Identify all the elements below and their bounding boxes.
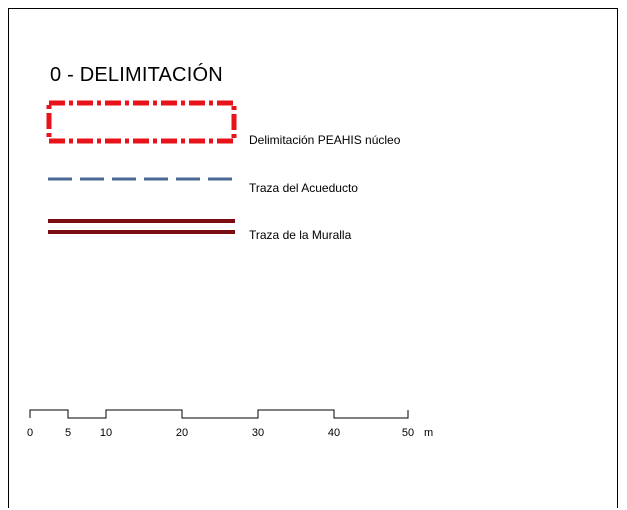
scale-tick-label: 40 [328,427,340,439]
scale-bar-line [29,409,409,419]
map-frame [8,8,618,508]
scale-tick-label: 50 [402,427,414,439]
legend-title: 0 - DELIMITACIÓN [50,64,223,86]
scale-tick-label: 30 [252,427,264,439]
scale-tick-label: 20 [176,427,188,439]
scale-tick-label: 0 [27,427,33,439]
scale-tick-label: 10 [100,427,112,439]
legend-label-wall: Traza de la Muralla [249,228,352,242]
scale-bar-labels: 0 5 10 20 30 40 50 m [27,427,433,439]
legend-label-aqueduct: Traza del Acueducto [249,181,358,195]
legend-label-delimitation: Delimitación PEAHIS núcleo [249,133,401,147]
delimitation-symbol [46,100,237,144]
scale-tick-label: 5 [65,427,71,439]
scale-bar [29,409,409,419]
scale-unit-label: m [424,427,433,439]
